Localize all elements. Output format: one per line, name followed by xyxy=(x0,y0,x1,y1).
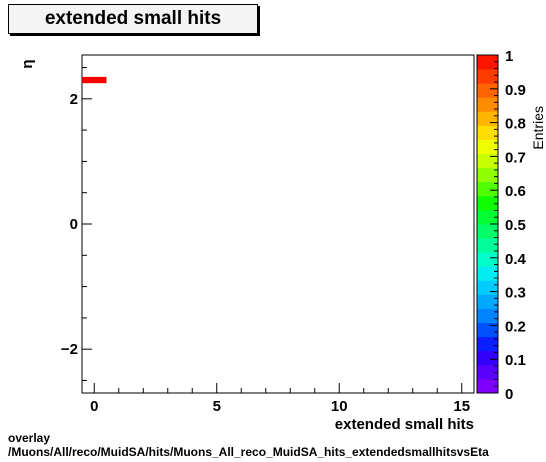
x-tick-label: 5 xyxy=(213,398,221,415)
x-tick-label: 15 xyxy=(453,398,470,415)
z-tick-label: 0 xyxy=(505,386,513,403)
palette-swatch xyxy=(477,252,498,267)
palette-swatch xyxy=(477,336,498,352)
z-tick-label: 0.3 xyxy=(505,285,526,302)
footer-path: overlay /Muons/All/reco/MuidSA/hits/Muon… xyxy=(8,431,489,459)
z-tick-label: 0.6 xyxy=(505,183,526,200)
palette-swatch xyxy=(477,195,498,211)
palette-swatch xyxy=(477,364,498,380)
z-tick-label: 0.4 xyxy=(505,251,527,268)
y-tick-label: 2 xyxy=(70,91,78,108)
palette-swatch xyxy=(477,181,498,197)
palette-swatch xyxy=(477,224,498,239)
palette-swatch xyxy=(477,83,498,98)
y-tick-label: −2 xyxy=(61,341,78,358)
y-axis-label: η xyxy=(19,59,36,68)
palette-swatch xyxy=(477,97,498,112)
palette-swatch xyxy=(477,308,498,323)
palette-swatch xyxy=(477,378,498,394)
z-tick-label: 0.7 xyxy=(505,149,526,166)
palette-swatch xyxy=(477,266,498,281)
z-tick-label: 0.5 xyxy=(505,217,526,234)
palette-swatch xyxy=(477,111,498,126)
x-axis-label: extended small hits xyxy=(335,416,474,433)
z-tick-label: 1 xyxy=(505,48,513,65)
palette-swatch xyxy=(477,69,498,84)
palette-swatch xyxy=(477,294,498,309)
title-box: extended small hits xyxy=(8,4,258,34)
palette-swatch xyxy=(477,55,498,70)
y-tick-label: 0 xyxy=(70,216,78,233)
palette-swatch xyxy=(477,209,498,225)
palette-swatch xyxy=(477,238,498,253)
x-tick-label: 10 xyxy=(331,398,348,415)
palette-swatch xyxy=(477,350,498,366)
footer-line-2: /Muons/All/reco/MuidSA/hits/Muons_All_re… xyxy=(8,445,489,459)
plot-frame xyxy=(81,54,475,394)
z-tick-label: 0.9 xyxy=(505,82,526,99)
z-tick-label: 0.8 xyxy=(505,116,526,133)
z-tick-label: 0.2 xyxy=(505,318,526,335)
palette-swatch xyxy=(477,280,498,295)
palette-swatch xyxy=(477,139,498,154)
palette-swatch xyxy=(477,167,498,183)
palette-swatch xyxy=(477,322,498,338)
z-tick-label: 0.1 xyxy=(505,352,526,369)
footer-line-1: overlay xyxy=(8,431,51,445)
chart-title: extended small hits xyxy=(44,8,222,29)
heatmap-cell xyxy=(82,76,107,84)
z-axis-label: Entries xyxy=(530,106,546,150)
palette-swatch xyxy=(477,153,498,169)
palette-swatch xyxy=(477,125,498,140)
x-tick-label: 0 xyxy=(90,398,98,415)
